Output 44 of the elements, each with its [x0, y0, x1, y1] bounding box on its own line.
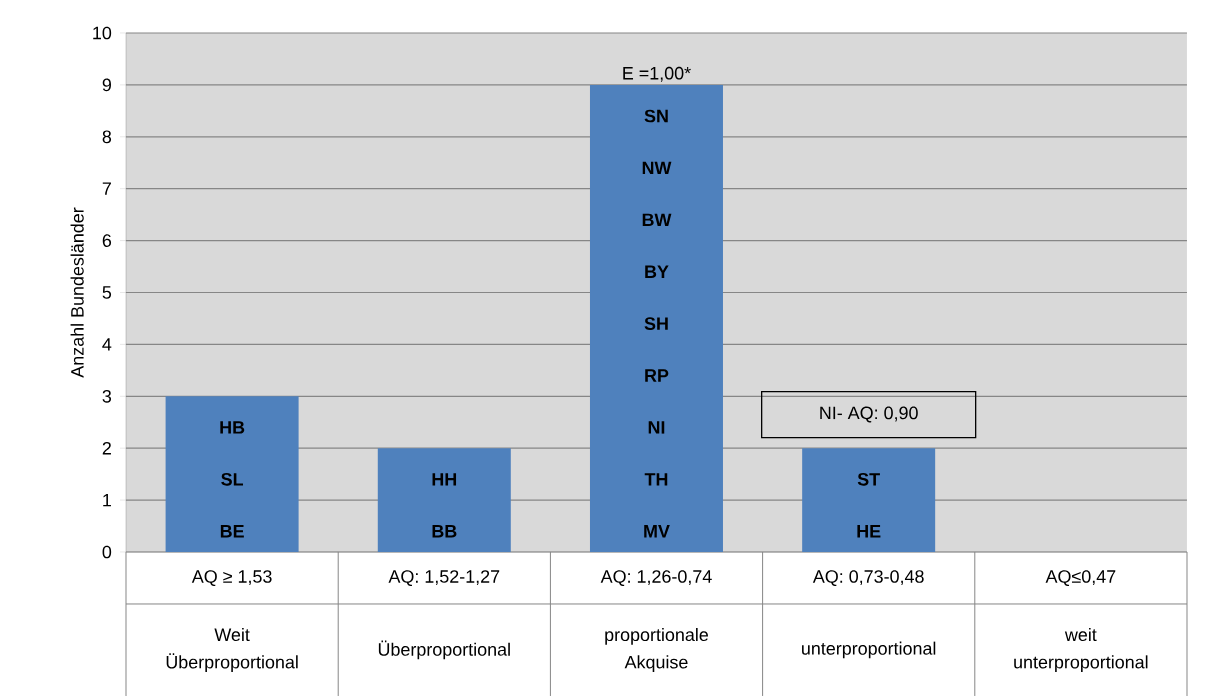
x-tick-label: AQ: 0,73-0,48	[812, 570, 924, 587]
x-tick-label: AQ≤0,47	[1045, 570, 1116, 587]
text: proportionale Akquise	[605, 627, 708, 673]
text: unterproportional	[802, 641, 936, 659]
y-tick-label: 5	[102, 286, 112, 299]
text: Überproportional	[378, 640, 510, 660]
annotation: ST	[857, 472, 880, 486]
y-tick-label: 4	[102, 338, 112, 351]
x-tick-label: AQ: 1,26-0,74	[600, 570, 712, 587]
annotation: BW	[642, 213, 672, 226]
annotation: BB	[432, 525, 457, 538]
annotation: NW	[642, 161, 672, 175]
annotation: HB	[220, 421, 245, 434]
annotation: NI	[648, 421, 665, 434]
text: weit unterproportional	[1014, 627, 1148, 673]
annotation: RP	[645, 369, 669, 382]
annotation: TH	[644, 473, 668, 486]
y-axis-title: Anzahl Bundesländer	[70, 207, 84, 378]
bar	[165, 396, 299, 552]
annotation: SL	[221, 472, 244, 486]
text: Weit Überproportional	[166, 627, 298, 673]
y-tick-label: 7	[102, 182, 111, 195]
y-tick-label: 8	[102, 130, 112, 144]
y-tick-label: 10	[93, 26, 112, 40]
x-tick-label: AQ: 1,52-1,27	[388, 570, 500, 587]
annotation: BY	[645, 265, 669, 278]
x-tick-label: AQ ≥ 1,53	[191, 570, 272, 587]
y-tick-label: 6	[102, 234, 112, 247]
annotation: BE	[220, 525, 244, 538]
annotation: E =1,00*	[623, 66, 691, 82]
bar	[802, 448, 936, 552]
y-tick-label: 2	[102, 441, 111, 455]
y-tick-label: 3	[102, 389, 112, 403]
annotation: HH	[432, 473, 457, 486]
annotation: SH	[644, 317, 668, 330]
y-tick-label: 9	[102, 78, 111, 92]
bar	[589, 84, 723, 552]
annotation: SN	[644, 109, 668, 123]
annotation: MV	[644, 525, 670, 538]
y-tick-label: 1	[103, 493, 111, 507]
y-tick-label: 0	[102, 545, 112, 559]
annotation: NI- AQ: 0,90	[820, 406, 918, 423]
annotation: HE	[857, 525, 881, 538]
bar	[377, 448, 511, 552]
